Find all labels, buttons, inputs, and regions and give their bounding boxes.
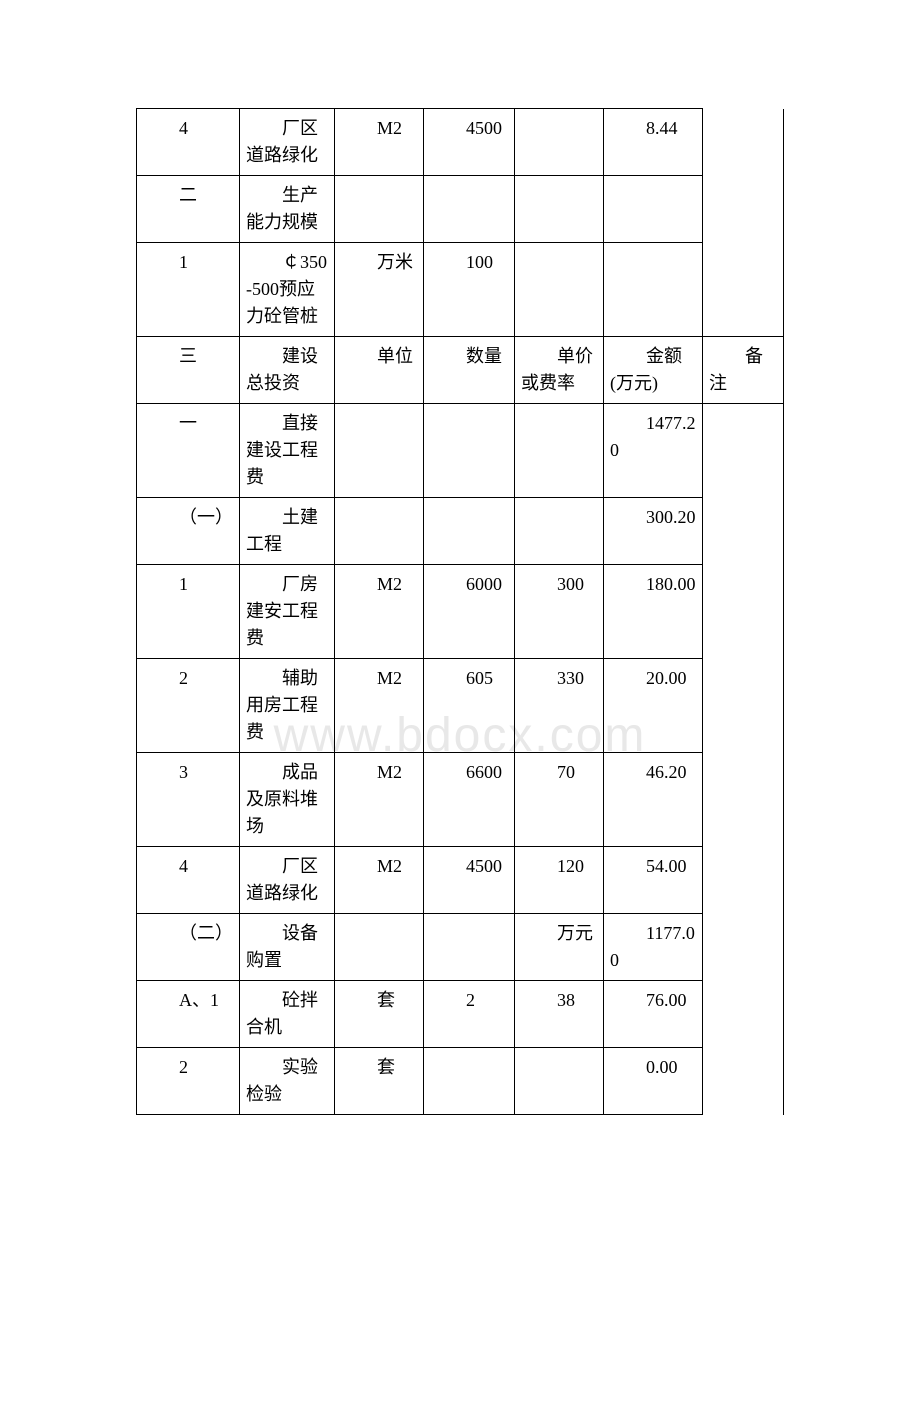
cell-price: 38	[515, 981, 603, 1020]
cell-index: A、1	[137, 981, 239, 1020]
cell-unit: 套	[335, 981, 423, 1020]
cell-qty: 100	[424, 243, 514, 282]
cell-name: 厂房建安工程费	[240, 565, 334, 658]
table-row: 2 辅助用房工程费 M2 605 330 20.00	[137, 659, 784, 753]
cell-index: （二）	[137, 914, 239, 953]
cell-price: 330	[515, 659, 603, 698]
cell-amount: 54.00	[604, 847, 702, 886]
cell-index: 2	[137, 659, 239, 698]
table-row: 一 直接建设工程费 1477.20	[137, 404, 784, 498]
cell-amount: 8.44	[604, 109, 702, 148]
cell-note	[703, 109, 783, 121]
cell-index: 2	[137, 1048, 239, 1087]
cell-qty: 4500	[424, 109, 514, 148]
cell-qty: 2	[424, 981, 514, 1020]
cell-name: 直接建设工程费	[240, 404, 334, 497]
cell-amount: 180.00	[604, 565, 702, 604]
cell-unit: M2	[335, 109, 423, 148]
cell-name: 砼拌合机	[240, 981, 334, 1047]
table-row: A、1 砼拌合机 套 2 38 76.00	[137, 981, 784, 1048]
table-row: 1 ￠350-500预应力砼管桩 万米 100	[137, 243, 784, 337]
cell-index: 二	[137, 176, 239, 215]
cell-amount	[604, 243, 702, 255]
cell-qty	[424, 498, 514, 510]
cell-unit: 套	[335, 1048, 423, 1087]
cell-name: 厂区道路绿化	[240, 847, 334, 913]
cell-qty: 605	[424, 659, 514, 698]
cell-index: （一）	[137, 498, 239, 537]
cell-index: 1	[137, 565, 239, 604]
table-row: 4 厂区道路绿化 M2 4500 120 54.00	[137, 847, 784, 914]
cell-unit: M2	[335, 565, 423, 604]
cell-amount: 0.00	[604, 1048, 702, 1087]
cell-name: 建设总投资	[240, 337, 334, 403]
table-row: 4 厂区道路绿化 M2 4500 8.44	[137, 109, 784, 176]
cell-qty: 数量	[424, 337, 514, 376]
table-row: 三 建设总投资 单位 数量 单价或费率 金额(万元) 备注	[137, 337, 784, 404]
cell-name: 生产能力规模	[240, 176, 334, 242]
cell-name: 实验检验	[240, 1048, 334, 1114]
cell-price	[515, 1048, 603, 1060]
cell-price	[515, 176, 603, 188]
cell-amount: 1177.00	[604, 914, 702, 980]
cell-name: 土建工程	[240, 498, 334, 564]
cell-note: 备注	[703, 337, 783, 403]
cell-amount: 46.20	[604, 753, 702, 792]
cell-qty: 6600	[424, 753, 514, 792]
cell-amount: 300.20	[604, 498, 702, 537]
cell-unit: M2	[335, 753, 423, 792]
cell-amount	[604, 176, 702, 188]
table-row: 二 生产能力规模	[137, 176, 784, 243]
cell-qty: 4500	[424, 847, 514, 886]
cell-price: 70	[515, 753, 603, 792]
table-row: （二） 设备购置 万元 1177.00	[137, 914, 784, 981]
cell-unit	[335, 914, 423, 926]
cell-qty	[424, 914, 514, 926]
table-row: 1 厂房建安工程费 M2 6000 300 180.00	[137, 565, 784, 659]
cell-index: 三	[137, 337, 239, 376]
cell-unit: 万米	[335, 243, 423, 282]
cell-unit: M2	[335, 659, 423, 698]
cell-unit: M2	[335, 847, 423, 886]
cell-price: 300	[515, 565, 603, 604]
cell-qty	[424, 1048, 514, 1060]
cell-price	[515, 404, 603, 416]
cell-name: 成品及原料堆场	[240, 753, 334, 846]
cell-unit: 单位	[335, 337, 423, 376]
cell-index: 一	[137, 404, 239, 443]
cell-index: 4	[137, 847, 239, 886]
cell-name: ￠350-500预应力砼管桩	[240, 243, 334, 336]
cell-price	[515, 498, 603, 510]
table-row: 3 成品及原料堆场 M2 6600 70 46.20	[137, 753, 784, 847]
cell-note	[703, 404, 783, 416]
table-row: （一） 土建工程 300.20	[137, 498, 784, 565]
cell-price	[515, 109, 603, 121]
cell-index: 3	[137, 753, 239, 792]
cell-qty	[424, 176, 514, 188]
cell-amount: 金额(万元)	[604, 337, 702, 403]
cell-name: 设备购置	[240, 914, 334, 980]
cell-amount: 76.00	[604, 981, 702, 1020]
investment-table: 4 厂区道路绿化 M2 4500 8.44 二 生产能力规模 1 ￠350-50…	[136, 108, 784, 1115]
cell-unit	[335, 498, 423, 510]
cell-unit	[335, 176, 423, 188]
cell-unit	[335, 404, 423, 416]
cell-index: 4	[137, 109, 239, 148]
cell-price: 120	[515, 847, 603, 886]
cell-price: 单价或费率	[515, 337, 603, 403]
cell-amount: 20.00	[604, 659, 702, 698]
cell-price: 万元	[515, 914, 603, 953]
cell-name: 厂区道路绿化	[240, 109, 334, 175]
cell-index: 1	[137, 243, 239, 282]
cell-price	[515, 243, 603, 255]
cell-amount: 1477.20	[604, 404, 702, 470]
table-row: 2 实验检验 套 0.00	[137, 1048, 784, 1115]
cell-name: 辅助用房工程费	[240, 659, 334, 752]
cell-qty: 6000	[424, 565, 514, 604]
cell-qty	[424, 404, 514, 416]
